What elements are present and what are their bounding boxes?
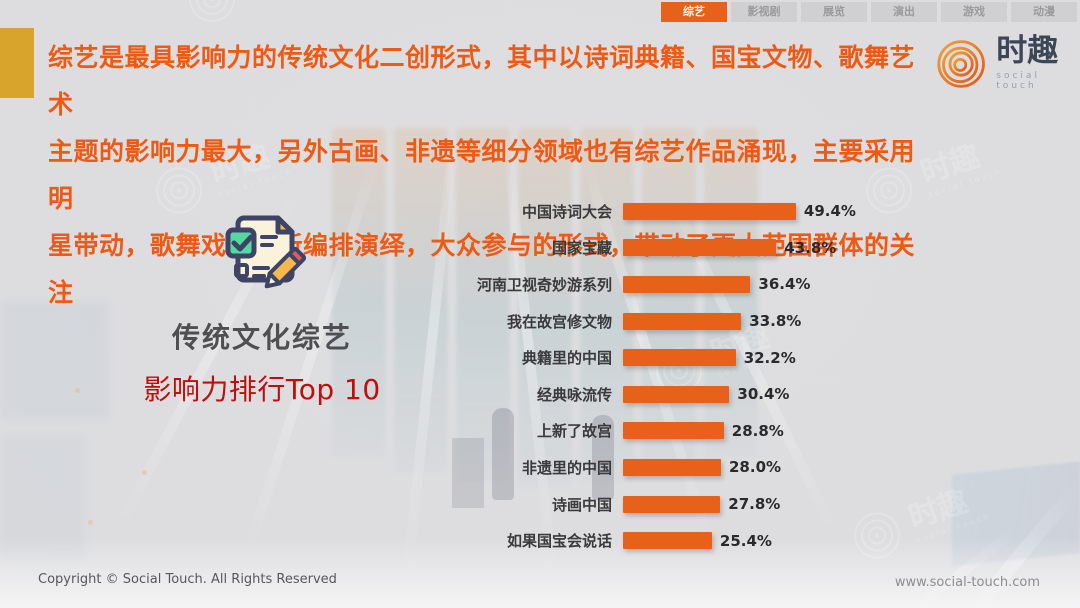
bar-chart: 中国诗词大会 49.4% 国家宝藏 43.8% 河南卫视奇妙游系列 36.4% 我在故宫修文… <box>330 193 950 559</box>
chart-bar <box>623 422 724 440</box>
chart-row: 非遗里的中国 28.0% <box>330 449 950 486</box>
chart-value-label: 36.4% <box>758 275 811 294</box>
chart-row: 如果国宝会说话 25.4% <box>330 522 950 559</box>
chart-row: 我在故宫修文物 33.8% <box>330 303 950 340</box>
footer-copyright: Copyright © Social Touch. All Rights Res… <box>38 572 337 587</box>
chart-bar <box>623 532 712 550</box>
accent-block <box>0 28 34 98</box>
chart-category-label: 河南卫视奇妙游系列 <box>476 275 612 294</box>
chart-row: 国家宝藏 43.8% <box>330 230 950 267</box>
headline-paragraph: 综艺是最具影响力的传统文化二创形式，其中以诗词典籍、国宝文物、歌舞艺术 主题的影… <box>48 34 933 316</box>
checklist-pencil-icon <box>225 215 307 289</box>
chart-value-label: 30.4% <box>737 385 790 404</box>
panel-subtitle: 影响力排行Top 10 <box>143 373 381 406</box>
category-tabbar: 综艺 影视剧 展览 演出 游戏 动漫 <box>661 2 1077 22</box>
chart-row: 经典咏流传 30.4% <box>330 376 950 413</box>
chart-row: 中国诗词大会 49.4% <box>330 193 950 230</box>
chart-bar <box>623 239 777 257</box>
chart-bar <box>623 385 730 403</box>
chart-value-label: 28.0% <box>729 458 782 477</box>
chart-bar <box>623 495 721 513</box>
chart-value-label: 28.8% <box>731 421 784 440</box>
chart-category-label: 非遗里的中国 <box>521 458 612 477</box>
chart-value-label: 33.8% <box>749 312 802 331</box>
brand-name: 时趣 <box>996 33 1059 69</box>
tab-dongman[interactable]: 动漫 <box>1011 2 1077 22</box>
background-bottom-fade <box>0 538 1080 608</box>
footer-website: www.social-touch.com <box>894 575 1040 590</box>
tab-yingshiju[interactable]: 影视剧 <box>731 2 797 22</box>
chart-bar <box>623 202 796 220</box>
chart-bar <box>623 458 721 476</box>
chart-category-label: 我在故宫修文物 <box>506 312 612 331</box>
headline-line-2: 主题的影响力最大，另外古画、非遗等细分领域也有综艺作品涌现，主要采用明 <box>48 137 916 213</box>
chart-value-label: 43.8% <box>784 238 837 257</box>
tab-youxi[interactable]: 游戏 <box>941 2 1007 22</box>
chart-bar <box>623 349 736 367</box>
chart-bar <box>623 275 751 293</box>
chart-value-label: 25.4% <box>719 531 772 550</box>
chart-bar <box>623 312 742 330</box>
panel-title: 传统文化综艺 <box>171 321 352 354</box>
chart-category-label: 如果国宝会说话 <box>506 532 612 551</box>
chart-row: 诗画中国 27.8% <box>330 486 950 523</box>
tab-zhanlan[interactable]: 展览 <box>801 2 867 22</box>
chart-value-label: 32.2% <box>743 348 796 367</box>
chart-row: 上新了故宫 28.8% <box>330 413 950 450</box>
tab-zongyi[interactable]: 综艺 <box>661 2 727 22</box>
chart-category-label: 中国诗词大会 <box>521 202 612 221</box>
chart-value-label: 49.4% <box>803 202 856 221</box>
brand-logo: 时趣 social touch <box>936 36 1080 91</box>
spiral-circle-icon <box>937 39 985 88</box>
tab-yanchu[interactable]: 演出 <box>871 2 937 22</box>
headline-line-1: 综艺是最具影响力的传统文化二创形式，其中以诗词典籍、国宝文物、歌舞艺术 <box>48 43 916 119</box>
brand-tagline: social touch <box>996 71 1040 91</box>
chart-category-label: 诗画中国 <box>551 495 612 514</box>
chart-category-label: 国家宝藏 <box>551 239 612 258</box>
chart-row: 河南卫视奇妙游系列 36.4% <box>330 266 950 303</box>
chart-category-label: 经典咏流传 <box>536 385 612 404</box>
chart-row: 典籍里的中国 32.2% <box>330 339 950 376</box>
chart-category-label: 典籍里的中国 <box>521 349 612 368</box>
chart-category-label: 上新了故宫 <box>536 422 612 441</box>
chart-value-label: 27.8% <box>728 495 781 514</box>
